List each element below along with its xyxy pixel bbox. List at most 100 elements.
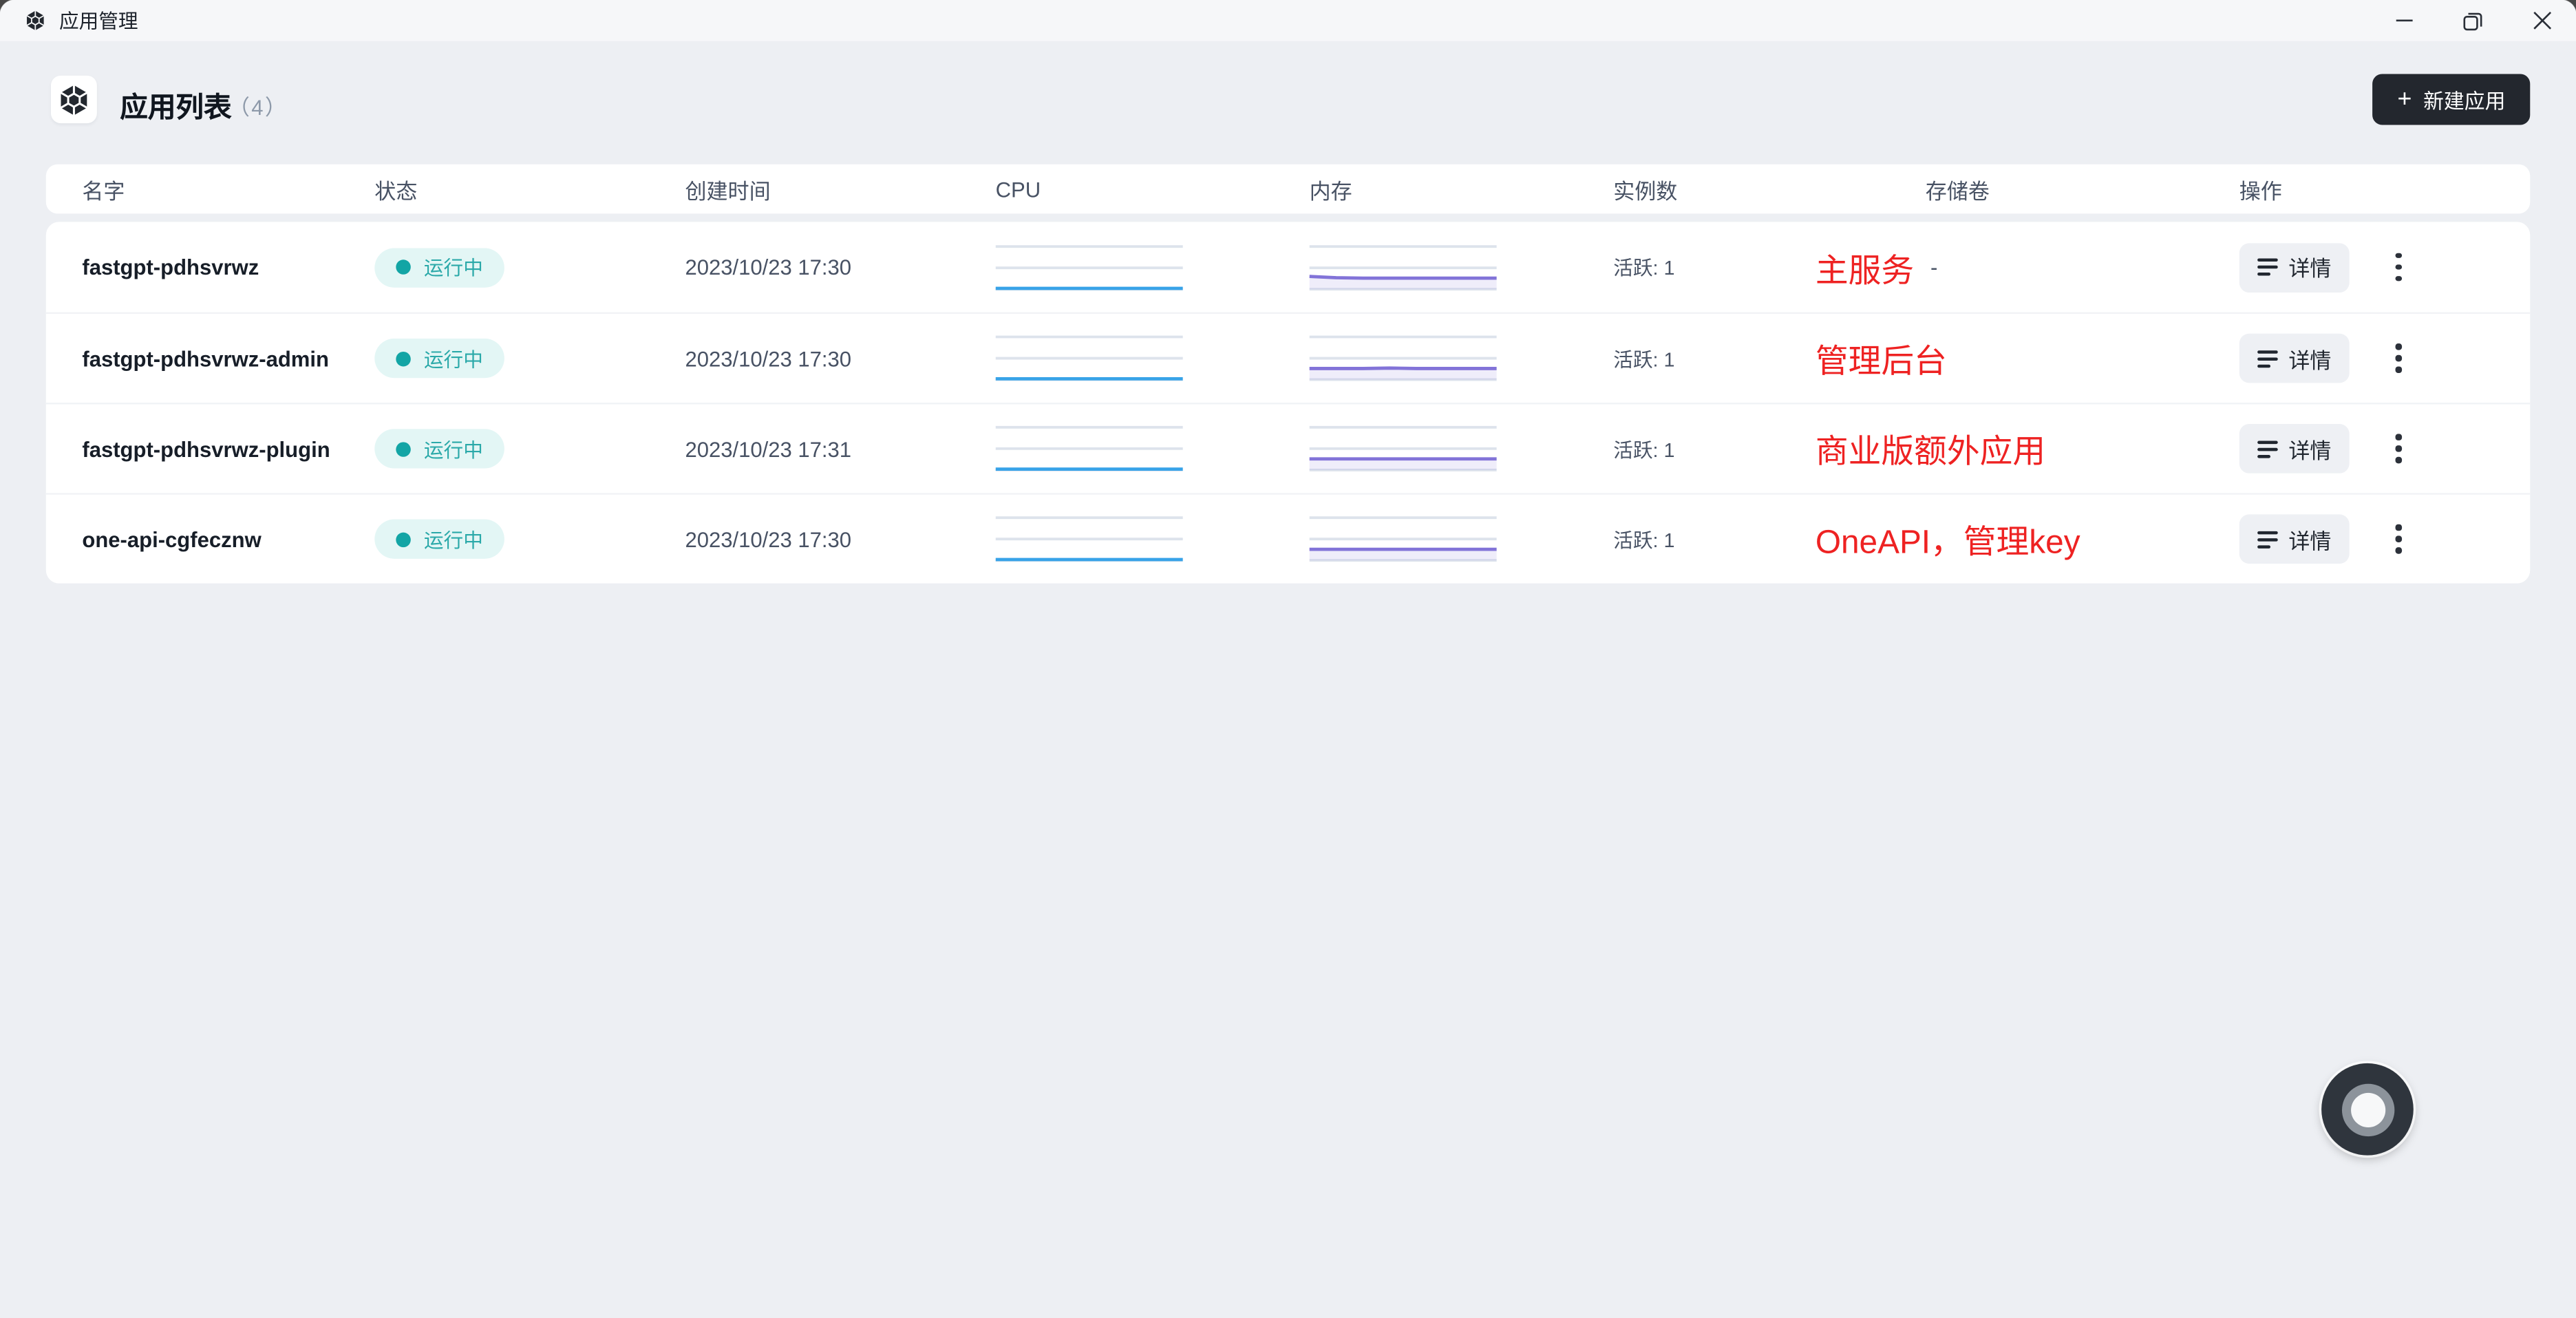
cpu-cell: [995, 516, 1310, 562]
status-dot-icon: [396, 531, 411, 546]
column-header: 内存: [1309, 178, 1352, 203]
table-body: fastgpt-pdhsvrwz 运行中 2023/10/23 17:30 活跃…: [45, 222, 2531, 584]
status-badge: 运行中: [374, 338, 504, 379]
status-dot-icon: [396, 259, 411, 275]
status-dot-icon: [396, 441, 411, 456]
memory-cell: [1309, 335, 1614, 381]
column-header: 创建时间: [685, 178, 771, 203]
app-name: fastgpt-pdhsvrwz-admin: [82, 346, 329, 371]
titlebar: 应用管理: [0, 0, 2576, 41]
table-row[interactable]: fastgpt-pdhsvrwz-admin 运行中 2023/10/23 17…: [45, 312, 2531, 403]
detail-list-icon: [2257, 350, 2278, 368]
row-menu-button[interactable]: [2384, 242, 2414, 292]
detail-button[interactable]: 详情: [2239, 242, 2350, 292]
kebab-dot: [2396, 434, 2402, 440]
window-corner: [2561, 0, 2576, 15]
kebab-dot: [2396, 344, 2402, 350]
detail-list-icon: [2257, 530, 2278, 548]
ops-cell: 详情: [2239, 333, 2531, 383]
cpu-sparkline: [995, 335, 1183, 381]
instance-count: 活跃: 1: [1613, 438, 1675, 461]
kebab-dot: [2396, 275, 2402, 281]
table-row[interactable]: fastgpt-pdhsvrwz 运行中 2023/10/23 17:30 活跃…: [46, 222, 2530, 312]
memory-sparkline: [1309, 335, 1497, 381]
cpu-sparkline: [995, 425, 1183, 471]
instance-count: 活跃: 1: [1613, 348, 1675, 371]
page-header: 应用列表 （4） + 新建应用: [0, 41, 2576, 164]
titlebar-title: 应用管理: [58, 10, 138, 33]
row-menu-button[interactable]: [2384, 514, 2414, 564]
new-app-button[interactable]: + 新建应用: [2372, 74, 2531, 125]
row-menu-button[interactable]: [2384, 334, 2414, 383]
restore-button[interactable]: [2438, 0, 2507, 41]
ring-core: [2350, 1092, 2385, 1127]
new-app-label: 新建应用: [2423, 90, 2506, 114]
floating-assistant-ring[interactable]: [2321, 1063, 2414, 1156]
cpu-cell: [995, 244, 1310, 290]
table-row[interactable]: one-api-cgfecznw 运行中 2023/10/23 17:30 活跃…: [45, 493, 2531, 583]
memory-sparkline: [1309, 244, 1497, 290]
app-name: fastgpt-pdhsvrwz: [82, 255, 259, 279]
status-dot-icon: [396, 350, 411, 366]
status-badge: 运行中: [374, 519, 504, 559]
created-time: 2023/10/23 17:30: [685, 527, 852, 552]
window-corner: [0, 0, 15, 15]
kebab-dot: [2396, 445, 2402, 451]
app-list-logo: [51, 75, 97, 124]
app-name: one-api-cgfecznw: [82, 527, 262, 552]
detail-button[interactable]: 详情: [2239, 514, 2350, 564]
ops-cell: 详情: [2239, 424, 2531, 474]
app-gem-icon: [25, 10, 46, 31]
kebab-dot: [2396, 264, 2402, 270]
column-header: 实例数: [1613, 178, 1678, 203]
kebab-dot: [2396, 457, 2402, 463]
detail-label: 详情: [2288, 348, 2332, 372]
status-cell: 运行中: [374, 338, 685, 379]
status-label: 运行中: [423, 348, 483, 371]
cpu-cell: [995, 335, 1310, 381]
ops-cell: 详情: [2239, 514, 2531, 564]
column-header: 状态: [374, 178, 418, 203]
ops-cell: 详情: [2239, 242, 2531, 292]
kebab-dot: [2396, 253, 2402, 259]
detail-list-icon: [2257, 440, 2278, 458]
close-button[interactable]: [2507, 0, 2576, 41]
created-time: 2023/10/23 17:31: [685, 436, 852, 461]
cpu-sparkline: [995, 516, 1183, 562]
detail-label: 详情: [2288, 438, 2332, 463]
kebab-dot: [2396, 524, 2402, 531]
status-badge: 运行中: [374, 429, 504, 469]
kebab-dot: [2396, 355, 2402, 361]
detail-button[interactable]: 详情: [2239, 333, 2350, 383]
column-header: 名字: [82, 178, 125, 203]
memory-sparkline: [1309, 425, 1497, 471]
table-row[interactable]: fastgpt-pdhsvrwz-plugin 运行中 2023/10/23 1…: [45, 403, 2531, 493]
memory-cell: [1309, 516, 1614, 562]
detail-button[interactable]: 详情: [2239, 424, 2350, 474]
detail-list-icon: [2257, 258, 2278, 276]
cpu-cell: [995, 425, 1310, 471]
app-count: （4）: [228, 95, 288, 120]
cpu-sparkline: [995, 244, 1183, 290]
row-menu-button[interactable]: [2384, 424, 2414, 474]
storage-volume: -: [1930, 255, 1938, 279]
status-label: 运行中: [423, 528, 483, 552]
kebab-dot: [2396, 536, 2402, 542]
kebab-dot: [2396, 366, 2402, 373]
created-time: 2023/10/23 17:30: [685, 255, 852, 279]
app-name: fastgpt-pdhsvrwz-plugin: [82, 436, 330, 461]
status-cell: 运行中: [374, 519, 685, 559]
memory-cell: [1309, 244, 1614, 290]
status-badge: 运行中: [374, 247, 504, 287]
column-header: 存储卷: [1925, 178, 1990, 203]
gem-icon: [60, 84, 88, 115]
memory-cell: [1309, 425, 1614, 471]
table-header: 名字 状态 创建时间 CPU 内存 实例数 存储卷 操作: [45, 164, 2531, 214]
plus-icon: +: [2397, 84, 2412, 113]
kebab-dot: [2396, 547, 2402, 553]
memory-sparkline: [1309, 516, 1497, 562]
status-cell: 运行中: [374, 429, 685, 469]
status-label: 运行中: [423, 256, 483, 279]
minimize-button[interactable]: [2369, 0, 2438, 41]
